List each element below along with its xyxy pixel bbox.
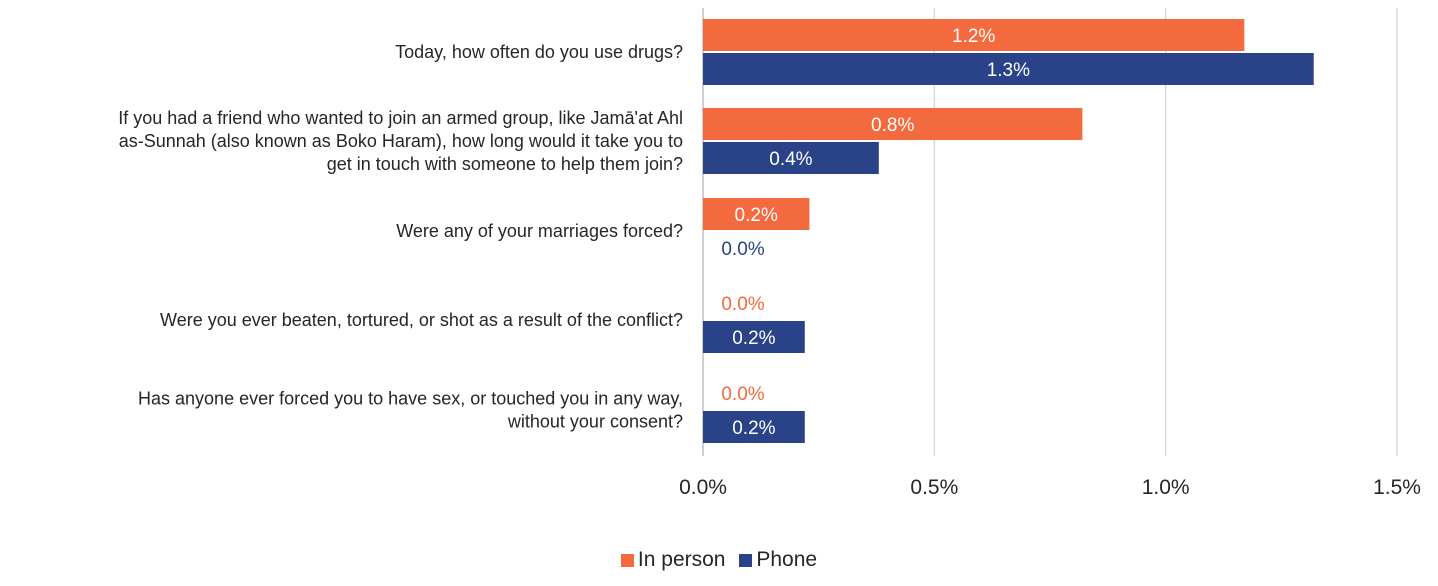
legend-label-phone: Phone bbox=[756, 548, 818, 571]
bar-phone-3 bbox=[703, 321, 805, 353]
category-label-3-line-0: Were you ever beaten, tortured, or shot … bbox=[160, 310, 683, 330]
legend: In person Phone bbox=[0, 548, 1438, 573]
bar-in-person-1 bbox=[703, 108, 1083, 140]
x-tick-label: 0.5% bbox=[910, 476, 958, 499]
x-tick-label: 1.0% bbox=[1142, 476, 1190, 499]
data-label-phone-0: 1.3% bbox=[987, 60, 1030, 81]
category-label-1-line-2: get in touch with someone to help them j… bbox=[327, 154, 683, 174]
bar-phone-0 bbox=[703, 53, 1314, 85]
data-label-in-person-1: 0.8% bbox=[871, 115, 914, 136]
data-label-phone-2: 0.0% bbox=[721, 239, 764, 260]
category-label-0-line-0: Today, how often do you use drugs? bbox=[395, 42, 683, 62]
data-label-phone-1: 0.4% bbox=[769, 149, 812, 170]
bar-phone-1 bbox=[703, 142, 879, 174]
category-label-4-line-1: without your consent? bbox=[507, 412, 683, 432]
data-label-phone-3: 0.2% bbox=[732, 328, 775, 349]
legend-item-in-person: In person bbox=[620, 548, 726, 572]
data-label-in-person-4: 0.0% bbox=[721, 384, 764, 405]
legend-label-in-person: In person bbox=[637, 548, 726, 571]
category-label-4-line-0: Has anyone ever forced you to have sex, … bbox=[138, 389, 683, 409]
category-label-1-line-1: as-Sunnah (also known as Boko Haram), ho… bbox=[119, 131, 683, 151]
bar-in-person-0 bbox=[703, 19, 1245, 51]
category-labels: Today, how often do you use drugs? If you… bbox=[118, 42, 683, 432]
bars bbox=[703, 19, 1314, 443]
legend-swatch-phone bbox=[739, 553, 753, 567]
x-axis-tick-labels: 0.0% 0.5% 1.0% 1.5% bbox=[679, 476, 1421, 499]
data-label-in-person-3: 0.0% bbox=[721, 294, 764, 315]
data-label-phone-4: 0.2% bbox=[732, 418, 775, 439]
bar-phone-4 bbox=[703, 411, 805, 443]
category-label-1-line-0: If you had a friend who wanted to join a… bbox=[118, 108, 683, 128]
category-label-2-line-0: Were any of your marriages forced? bbox=[396, 221, 683, 241]
legend-item-phone: Phone bbox=[739, 548, 817, 572]
data-label-in-person-2: 0.2% bbox=[735, 205, 778, 226]
bar-in-person-2 bbox=[703, 198, 810, 230]
x-tick-label: 1.5% bbox=[1373, 476, 1421, 499]
legend-swatch-in-person bbox=[620, 553, 634, 567]
data-label-in-person-0: 1.2% bbox=[952, 26, 995, 47]
data-labels: 1.2% 0.8% 0.2% 0.0% 0.0% 1.3% 0.4% 0.0% 0.2% 0.2% bbox=[721, 26, 1030, 439]
x-tick-label: 0.0% bbox=[679, 476, 727, 499]
